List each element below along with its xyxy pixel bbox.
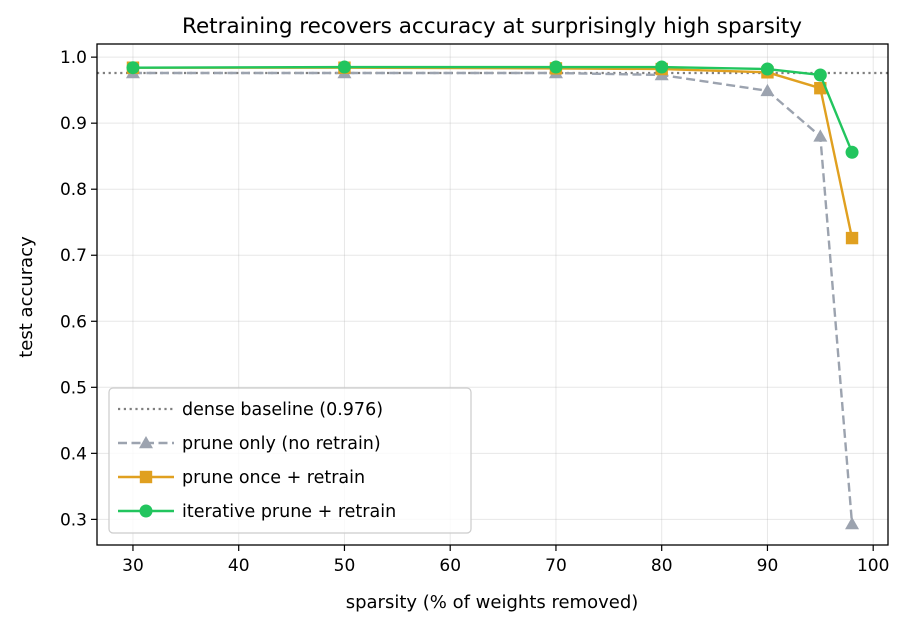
circle-marker <box>337 60 351 74</box>
legend-entry-1: prune once + retrain <box>118 468 365 488</box>
x-tick-label: 30 <box>122 556 144 576</box>
series-2 <box>126 60 859 159</box>
legend-entry-0: prune only (no retrain) <box>118 434 381 454</box>
plot-frame <box>96 43 889 546</box>
x-axis: 30 40 50 60 70 80 90 100 <box>122 545 889 576</box>
circle-marker <box>655 60 669 74</box>
circle-marker <box>813 68 827 82</box>
x-tick-label: 40 <box>228 556 250 576</box>
legend-triangle-marker <box>139 436 153 449</box>
legend-label: iterative prune + retrain <box>182 502 396 522</box>
triangle-marker <box>760 83 775 97</box>
legend-entry-2: iterative prune + retrain <box>118 502 396 522</box>
y-axis-label: test accuracy <box>16 236 37 358</box>
y-axis: 0.3 0.4 0.5 0.6 0.7 0.8 0.9 1.0 <box>60 48 97 530</box>
chart-title: Retraining recovers accuracy at surprisi… <box>182 14 802 39</box>
legend-entry-baseline: dense baseline (0.976) <box>118 400 383 420</box>
x-tick-label: 100 <box>857 556 889 576</box>
x-tick-label: 80 <box>651 556 673 576</box>
circle-marker <box>126 61 140 75</box>
y-tick-label: 0.4 <box>60 444 87 464</box>
y-tick-label: 0.8 <box>60 180 87 200</box>
legend-box <box>108 387 472 534</box>
y-tick-label: 0.3 <box>60 510 87 530</box>
square-marker <box>845 231 859 245</box>
series-layer <box>125 60 860 530</box>
y-tick-label: 1.0 <box>60 48 87 68</box>
y-tick-label: 0.9 <box>60 114 87 134</box>
circle-marker <box>549 60 563 74</box>
legend: dense baseline (0.976) prune only (no ret… <box>108 387 472 534</box>
triangle-marker <box>813 129 828 142</box>
x-axis-label: sparsity (% of weights removed) <box>346 592 639 613</box>
legend-square-marker <box>139 470 153 484</box>
x-tick-label: 70 <box>545 556 567 576</box>
x-tick-label: 50 <box>334 556 356 576</box>
x-tick-label: 90 <box>757 556 779 576</box>
x-tick-label: 60 <box>439 556 461 576</box>
triangle-marker <box>845 517 860 530</box>
y-tick-label: 0.6 <box>60 312 87 332</box>
circle-marker <box>760 62 774 76</box>
legend-circle-marker <box>139 504 153 518</box>
legend-label: prune once + retrain <box>182 468 365 488</box>
legend-label: dense baseline (0.976) <box>182 400 383 420</box>
y-tick-label: 0.5 <box>60 378 87 398</box>
legend-label: prune only (no retrain) <box>182 434 381 454</box>
y-tick-label: 0.7 <box>60 246 87 266</box>
circle-marker <box>845 145 859 159</box>
